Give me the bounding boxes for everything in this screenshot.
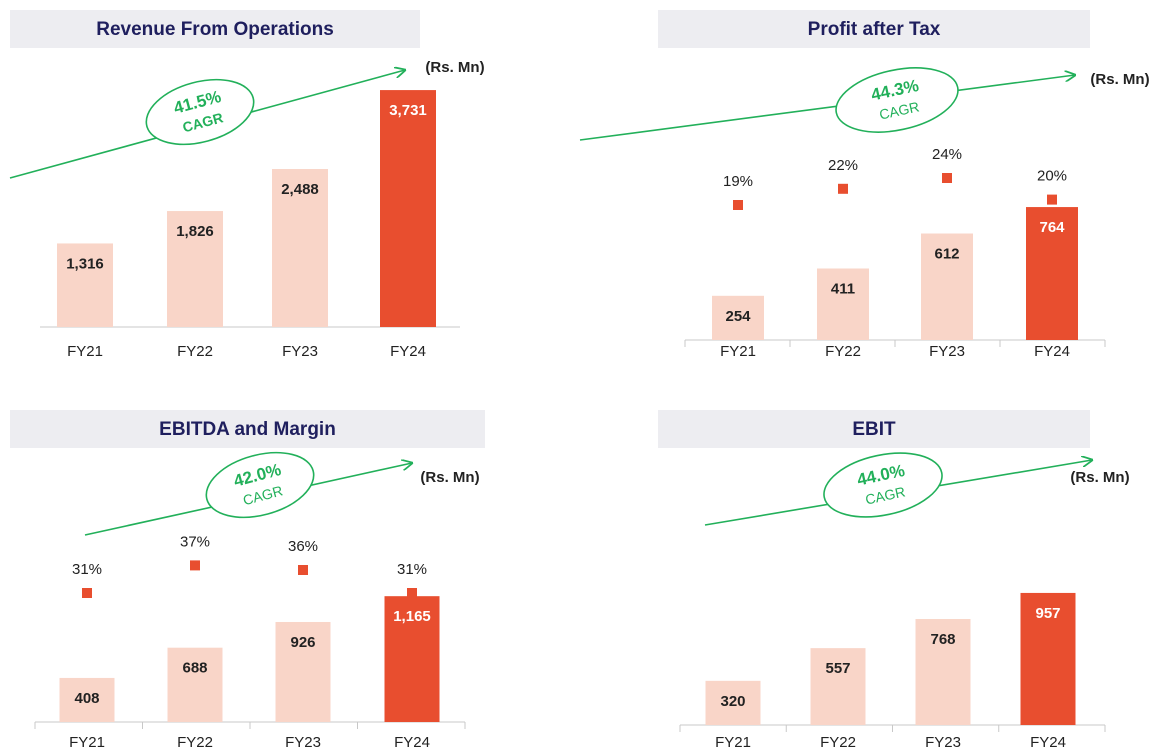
bar: [167, 647, 223, 722]
margin-label: 22%: [828, 157, 858, 174]
bar-value-label: 408: [74, 690, 99, 707]
margin-marker: [733, 200, 743, 210]
chart-panel: Profit after Tax(Rs. Mn)44.3%CAGR254FY21…: [579, 10, 1150, 360]
cagr-ellipse: [145, 78, 255, 146]
margin-marker: [82, 588, 92, 598]
bar: [275, 621, 331, 722]
x-tick-label: FY24: [1030, 734, 1066, 750]
chart-title: EBIT: [852, 419, 896, 440]
title-bar: [10, 10, 420, 48]
bar-value-label: 557: [825, 660, 850, 677]
bar-value-label: 957: [1035, 605, 1060, 622]
x-tick-label: FY23: [285, 734, 321, 750]
x-tick-label: FY24: [390, 343, 426, 360]
margin-marker: [407, 588, 417, 598]
bar-value-label: 612: [934, 245, 959, 262]
x-tick-label: FY21: [720, 343, 756, 360]
unit-label: (Rs. Mn): [420, 469, 479, 486]
cagr-ellipse: [823, 452, 943, 518]
bar-value-label: 254: [725, 308, 751, 325]
bar-value-label: 764: [1039, 219, 1065, 236]
margin-label: 19%: [723, 173, 753, 190]
margin-marker: [298, 565, 308, 575]
bar: [272, 169, 328, 327]
bar-value-label: 1,165: [393, 608, 431, 625]
x-tick-label: FY23: [929, 343, 965, 360]
bar: [915, 619, 971, 725]
bar: [380, 90, 436, 327]
margin-label: 37%: [180, 533, 210, 550]
bar: [810, 648, 866, 725]
bar-value-label: 768: [930, 631, 955, 648]
bar-value-label: 1,316: [66, 255, 104, 272]
margin-label: 31%: [397, 561, 427, 578]
margin-marker: [190, 560, 200, 571]
cagr-arrow: [579, 75, 1075, 141]
bar-value-label: 2,488: [281, 181, 319, 198]
bar: [1026, 207, 1078, 340]
bar: [817, 268, 869, 340]
bar: [167, 211, 223, 327]
unit-label: (Rs. Mn): [1090, 71, 1149, 88]
bar-value-label: 926: [290, 634, 315, 651]
chart-title: EBITDA and Margin: [159, 419, 336, 440]
chart-panel: EBIT(Rs. Mn)44.0%CAGR320FY21557FY22768FY…: [658, 410, 1130, 750]
title-bar: [10, 410, 485, 448]
x-tick-label: FY21: [715, 734, 751, 750]
x-tick-label: FY21: [69, 734, 105, 750]
bar: [921, 233, 973, 340]
chart-panel: Revenue From Operations(Rs. Mn)41.5%CAGR…: [9, 10, 485, 360]
margin-marker: [838, 183, 848, 194]
margin-marker: [1047, 194, 1057, 205]
bar-value-label: 320: [720, 693, 745, 710]
x-tick-label: FY23: [925, 734, 961, 750]
margin-label: 31%: [72, 561, 102, 578]
unit-label: (Rs. Mn): [1070, 469, 1129, 486]
cagr-ellipse: [835, 67, 959, 133]
chart-title: Profit after Tax: [808, 19, 941, 40]
x-tick-label: FY21: [67, 343, 103, 360]
bar: [384, 596, 440, 722]
chart-panel: EBITDA and Margin(Rs. Mn)42.0%CAGR408FY2…: [10, 410, 485, 750]
margin-label: 36%: [288, 538, 318, 555]
title-bar: [658, 410, 1090, 448]
chart-title: Revenue From Operations: [96, 19, 334, 40]
x-tick-label: FY24: [394, 734, 430, 750]
title-bar: [658, 10, 1090, 48]
bar: [57, 243, 113, 327]
margin-marker: [942, 173, 952, 183]
bar: [59, 677, 115, 722]
x-tick-label: FY24: [1034, 343, 1070, 360]
x-tick-label: FY23: [282, 343, 318, 360]
cagr-ellipse: [205, 451, 315, 519]
bar-value-label: 3,731: [389, 102, 427, 119]
margin-label: 20%: [1037, 168, 1067, 185]
bar: [712, 295, 764, 340]
unit-label: (Rs. Mn): [425, 59, 484, 76]
bar-value-label: 1,826: [176, 223, 214, 240]
x-tick-label: FY22: [177, 734, 213, 750]
bar-value-label: 411: [831, 280, 855, 297]
margin-label: 24%: [932, 146, 962, 163]
bar: [1020, 592, 1076, 725]
x-tick-label: FY22: [177, 343, 213, 360]
x-tick-label: FY22: [825, 343, 861, 360]
bar-value-label: 688: [182, 660, 207, 677]
x-tick-label: FY22: [820, 734, 856, 750]
bar: [705, 680, 761, 725]
